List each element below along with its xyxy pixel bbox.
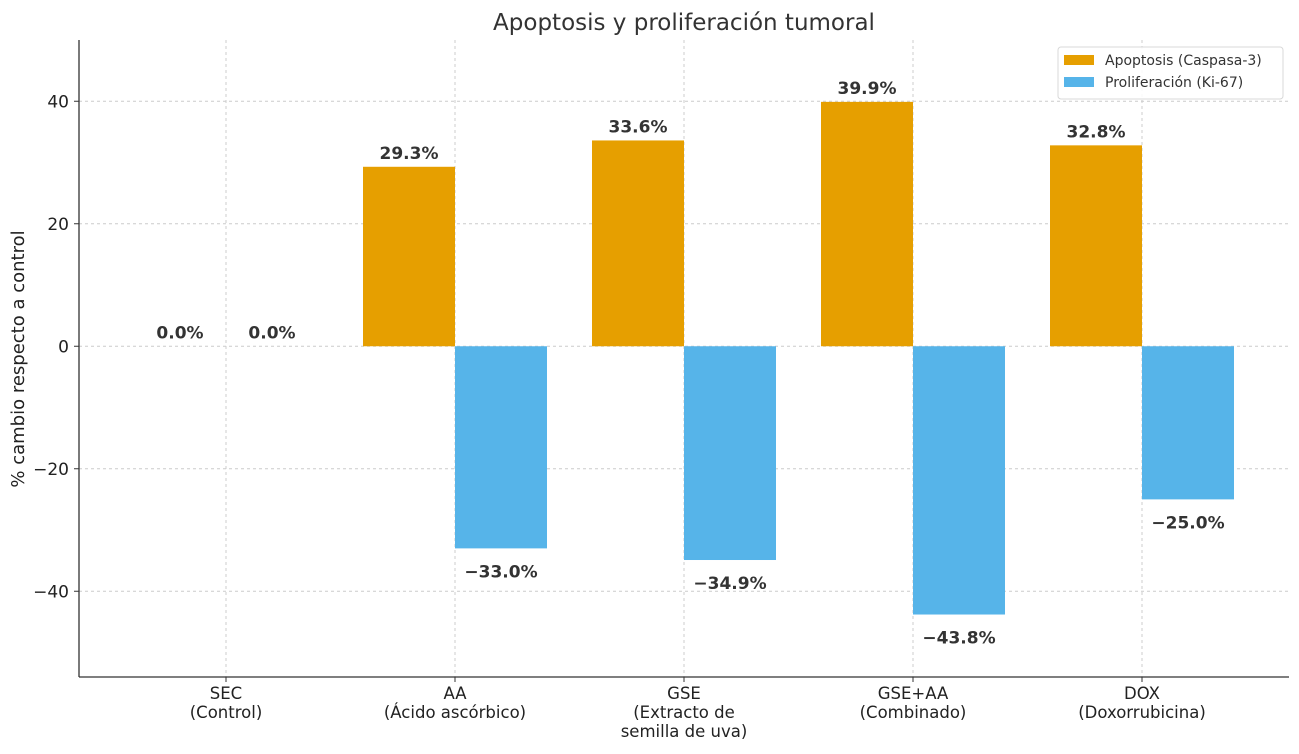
legend-swatch xyxy=(1064,55,1094,65)
y-tick-label: 20 xyxy=(47,215,69,235)
bars xyxy=(363,101,1234,615)
x-tick-label: GSE+AA (Combinado) xyxy=(860,684,967,722)
y-tick-label: 40 xyxy=(47,92,69,112)
x-tick-label: AA (Ácido ascórbico) xyxy=(384,684,526,722)
data-label: 33.6% xyxy=(609,117,668,137)
data-labels: 0.0% 29.3% 33.6% 39.9% 32.8% 0.0% −33.0% −34.9%… xyxy=(156,79,1224,649)
x-tick-label: GSE (Extracto de semilla de uva) xyxy=(621,684,748,741)
y-axis-label: % cambio respecto a control xyxy=(8,230,29,487)
legend-label: Proliferación (Ki-67) xyxy=(1105,75,1243,91)
bar-apoptosis xyxy=(592,140,684,347)
bar-apoptosis xyxy=(363,166,455,347)
data-label: 0.0% xyxy=(248,323,295,343)
axes: 40 20 0 −20 −40 SEC (Control) AA (Ácido ascórbic… xyxy=(33,40,1289,741)
bar-proliferacion xyxy=(684,346,776,561)
legend: Apoptosis (Caspasa-3) Proliferación (Ki-6… xyxy=(1057,46,1284,100)
data-label: 0.0% xyxy=(156,323,203,343)
data-label: 39.9% xyxy=(838,79,897,99)
y-tick-label: −40 xyxy=(33,582,69,602)
bar-apoptosis xyxy=(1050,145,1142,347)
legend-frame xyxy=(1057,46,1284,100)
bar-proliferacion xyxy=(1142,346,1234,500)
x-tick-label: SEC (Control) xyxy=(190,684,263,722)
bar-proliferacion xyxy=(455,346,547,549)
data-label: −34.9% xyxy=(693,574,766,594)
data-label: −43.8% xyxy=(922,629,995,649)
y-tick-label: −20 xyxy=(33,460,69,480)
data-label: 32.8% xyxy=(1067,122,1126,142)
y-tick-label: 0 xyxy=(58,337,69,357)
bar-apoptosis xyxy=(821,101,913,347)
data-label: 29.3% xyxy=(380,144,439,164)
x-tick-label: DOX (Doxorrubicina) xyxy=(1078,684,1206,722)
chart-title: Apoptosis y proliferación tumoral xyxy=(493,10,875,36)
legend-swatch xyxy=(1064,77,1094,87)
data-label: −33.0% xyxy=(464,562,537,582)
data-label: −25.0% xyxy=(1151,513,1224,533)
bar-proliferacion xyxy=(913,346,1005,615)
legend-label: Apoptosis (Caspasa-3) xyxy=(1105,53,1262,69)
